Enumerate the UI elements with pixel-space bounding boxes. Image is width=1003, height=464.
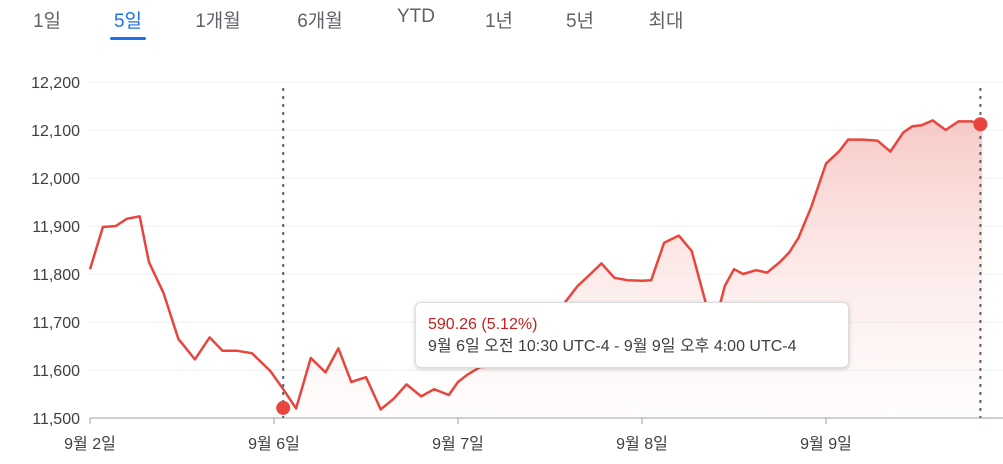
- y-tick-label: 12,200: [31, 75, 80, 92]
- tab-2[interactable]: 5일: [113, 11, 143, 32]
- x-tick-label: 9월 7일: [432, 435, 484, 453]
- y-tick-label: 11,600: [32, 363, 80, 380]
- tab-7[interactable]: 5년: [565, 11, 595, 32]
- tab-6[interactable]: 1년: [484, 11, 514, 32]
- x-tick-label: 9월 9일: [800, 435, 852, 453]
- x-tick-label: 9월 8일: [616, 435, 668, 453]
- tab-3[interactable]: 1개월: [195, 11, 241, 32]
- active-tab-indicator: [110, 37, 146, 40]
- selection-area-fill: [283, 120, 983, 419]
- selection-start-point[interactable]: [276, 400, 291, 415]
- y-tick-label: 11,800: [32, 267, 80, 284]
- x-tick-label: 9월 6일: [248, 435, 300, 453]
- price-change: 590.26 (5.12%): [428, 316, 538, 333]
- range-tooltip: 590.26 (5.12%) 9월 6일 오전 10:30 UTC-4 - 9월…: [415, 302, 849, 368]
- y-tick-label: 12,000: [31, 171, 80, 188]
- tab-1[interactable]: 1일: [32, 11, 62, 32]
- y-axis-labels: 12,200 12,100 12,000 11,900 11,800 11,700 11,6…: [31, 75, 80, 428]
- y-tick-label: 11,500: [32, 411, 80, 428]
- tab-5[interactable]: YTD: [397, 6, 435, 27]
- y-tick-label: 11,900: [32, 219, 80, 236]
- tab-8[interactable]: 최대: [648, 11, 684, 32]
- selection-end-point[interactable]: [973, 117, 988, 132]
- tab-4[interactable]: 6개월: [297, 11, 343, 32]
- x-tick-label: 9월 2일: [64, 435, 116, 453]
- y-tick-label: 11,700: [32, 315, 80, 332]
- y-tick-label: 12,100: [31, 123, 80, 140]
- x-axis: 9월 2일 9월 6일 9월 7일 9월 8일 9월 9일: [64, 417, 1003, 453]
- range-tabs: 1일 5일 1개월 6개월 YTD 1년 5년 최대: [0, 0, 1003, 40]
- date-range: 9월 6일 오전 10:30 UTC-4 - 9월 9일 오후 4:00 UTC…: [428, 338, 797, 355]
